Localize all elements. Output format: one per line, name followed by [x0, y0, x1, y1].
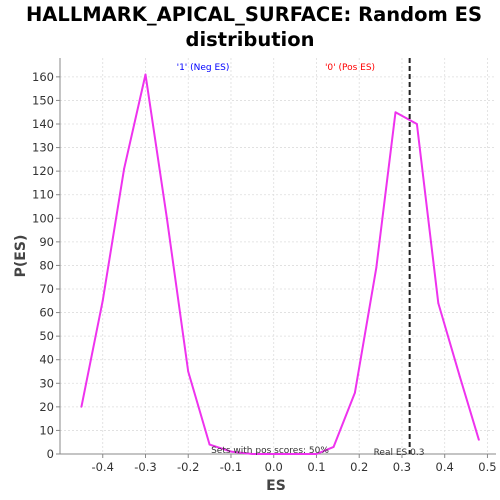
x-tick-label: -0.2 [177, 460, 199, 474]
real-es-label: Real ES 0.3 [374, 448, 425, 458]
y-tick-label: 160 [32, 70, 54, 84]
sets-pos-scores-label: Sets with pos scores: 50% [211, 446, 329, 456]
x-tick-label: 0.5 [478, 460, 496, 474]
y-tick-label: 60 [39, 306, 54, 320]
neg-es-label: '1' (Neg ES) [177, 63, 230, 73]
data-point [375, 266, 378, 269]
plot-area [60, 58, 496, 454]
y-tick-label: 120 [32, 164, 54, 178]
grid [60, 58, 496, 454]
x-tick-label: 0.2 [350, 460, 368, 474]
y-tick-label: 50 [39, 329, 54, 343]
data-point [458, 375, 461, 378]
y-tick-label: 0 [47, 447, 54, 461]
x-tick-label: 0.0 [265, 460, 283, 474]
data-point [294, 453, 296, 455]
x-tick-label: 0.4 [436, 460, 454, 474]
y-tick-label: 20 [39, 400, 54, 414]
data-point [80, 405, 83, 408]
y-tick-label: 140 [32, 117, 54, 131]
data-point [101, 299, 104, 302]
x-tick-label: -0.1 [220, 460, 242, 474]
pos-es-label: '0' (Pos ES) [325, 63, 375, 73]
data-point [230, 450, 232, 453]
data-point [478, 438, 480, 441]
y-tick-label: 70 [39, 282, 54, 296]
data-point [272, 453, 275, 455]
chart-title-line-2: distribution [186, 28, 315, 51]
y-axis-label: P(ES) [13, 235, 29, 278]
y-tick-label: 130 [32, 141, 54, 155]
data-point [394, 111, 397, 114]
y-tick-label: 80 [39, 258, 54, 272]
data-point [332, 446, 335, 448]
data-point [123, 167, 126, 170]
y-tick-label: 10 [39, 423, 54, 437]
y-tick-label: 110 [32, 188, 54, 202]
data-point [144, 73, 147, 76]
y-tick-label: 40 [39, 353, 54, 367]
x-axis-label: ES [266, 478, 286, 494]
y-tick-label: 150 [32, 93, 54, 107]
data-point [165, 217, 168, 220]
x-tick-label: 0.1 [307, 460, 325, 474]
y-tick-label: 100 [32, 211, 54, 225]
data-point [315, 453, 318, 455]
y-tick-label: 90 [39, 235, 54, 249]
series-line [80, 73, 480, 455]
x-tick-label: -0.3 [134, 460, 156, 474]
data-point [416, 123, 418, 125]
data-point [251, 453, 254, 455]
x-tick-label: -0.4 [92, 460, 114, 474]
data-point [437, 302, 440, 305]
data-point [354, 391, 356, 394]
data-point [187, 370, 190, 373]
axes: 0 10 20 30 40 50 60 70 80 90 100 110 120 130 140 150 160… [32, 58, 497, 474]
data-point [208, 443, 211, 446]
chart-title-line-1: HALLMARK_APICAL_SURFACE: Random ES [26, 3, 482, 26]
series-layer [80, 73, 480, 455]
y-tick-label: 30 [39, 376, 54, 390]
x-tick-label: 0.3 [393, 460, 411, 474]
